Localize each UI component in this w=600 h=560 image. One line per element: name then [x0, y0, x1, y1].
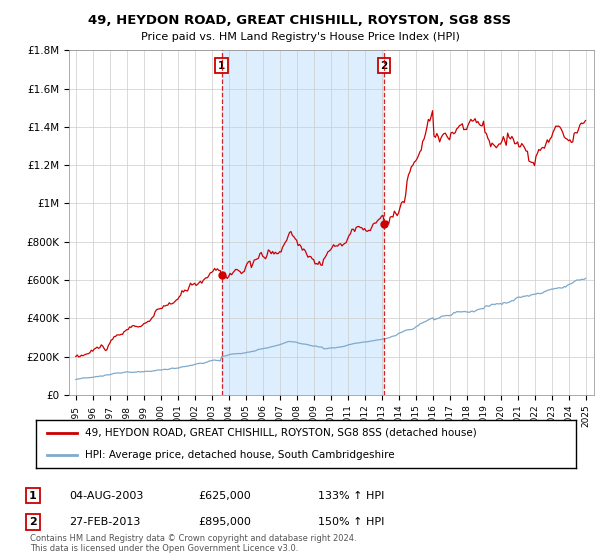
Text: 133% ↑ HPI: 133% ↑ HPI [318, 491, 385, 501]
Text: Price paid vs. HM Land Registry's House Price Index (HPI): Price paid vs. HM Land Registry's House … [140, 32, 460, 43]
Text: 150% ↑ HPI: 150% ↑ HPI [318, 517, 385, 527]
Text: 1: 1 [218, 60, 225, 71]
Text: 2: 2 [380, 60, 388, 71]
Text: 2: 2 [29, 517, 37, 527]
Text: HPI: Average price, detached house, South Cambridgeshire: HPI: Average price, detached house, Sout… [85, 450, 394, 460]
Text: 49, HEYDON ROAD, GREAT CHISHILL, ROYSTON, SG8 8SS: 49, HEYDON ROAD, GREAT CHISHILL, ROYSTON… [88, 14, 512, 27]
Text: £895,000: £895,000 [198, 517, 251, 527]
Text: 04-AUG-2003: 04-AUG-2003 [69, 491, 143, 501]
Text: 49, HEYDON ROAD, GREAT CHISHILL, ROYSTON, SG8 8SS (detached house): 49, HEYDON ROAD, GREAT CHISHILL, ROYSTON… [85, 428, 476, 438]
Text: £625,000: £625,000 [198, 491, 251, 501]
Text: 27-FEB-2013: 27-FEB-2013 [69, 517, 140, 527]
Text: Contains HM Land Registry data © Crown copyright and database right 2024.
This d: Contains HM Land Registry data © Crown c… [30, 534, 356, 553]
Bar [221, 50, 384, 395]
Text: 1: 1 [29, 491, 37, 501]
